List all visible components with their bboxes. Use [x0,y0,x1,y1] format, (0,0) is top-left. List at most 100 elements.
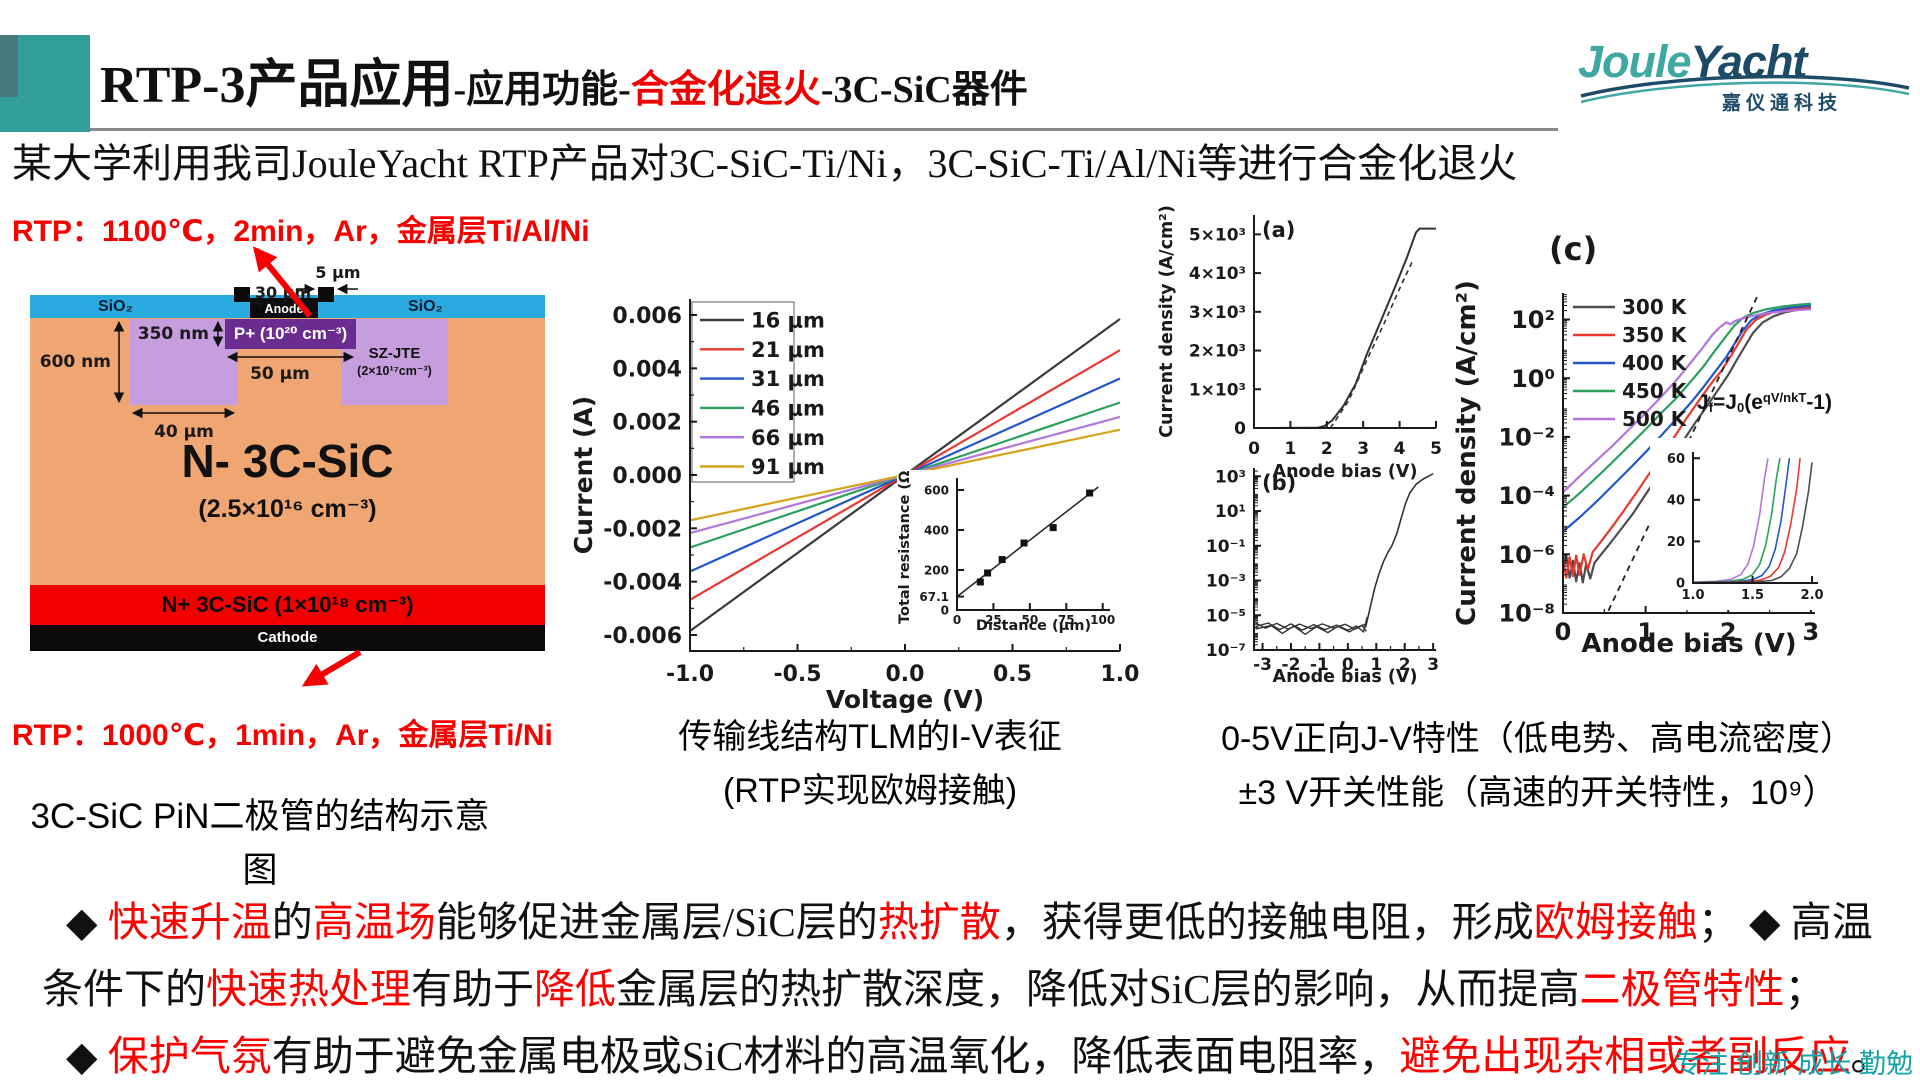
svg-text:1: 1 [1637,618,1654,646]
svg-text:600: 600 [924,483,949,497]
arrow-cathode-to-rtp-bottom [301,649,362,687]
jte-label-doping: (2×10¹⁷cm⁻³) [357,364,432,378]
region-jte-left [130,319,237,405]
jte-label-name: SZ-JTE [368,345,421,362]
svg-text:1.0: 1.0 [1681,588,1704,603]
title-main: RTP-3产品应用 [100,57,454,114]
svg-text:1.0: 1.0 [1101,662,1140,687]
oxide-label-left: SiO₂ [98,298,133,315]
svg-text:Anode bias (V): Anode bias (V) [1273,462,1418,482]
svg-text:500 K: 500 K [1622,407,1688,431]
svg-text:450 K: 450 K [1622,379,1688,403]
svg-text:(a): (a) [1262,218,1295,242]
svg-text:10⁰: 10⁰ [1511,365,1555,393]
svg-text:3: 3 [1357,439,1369,459]
svg-text:0.006: 0.006 [612,304,682,329]
svg-text:60: 60 [1667,452,1685,467]
jv-chart-c-inset: 1.0 1.5 2.0 0 20 40 60 [1650,438,1890,610]
title-tail: -3C-SiC器件 [820,69,1028,111]
caption-diagram: 3C-SiC PiN二极管的结构示意图 [30,797,490,890]
jv-chart-c: 300 K 350 K 400 K 450 K 500 K 0 1 2 3 10² 10⁰ 10⁻² 1… [1452,230,1820,659]
logo: JouleYacht [1578,36,1808,88]
svg-text:400: 400 [924,523,949,537]
svg-text:10²: 10² [1511,306,1555,334]
svg-text:0: 0 [953,613,961,627]
svg-text:25: 25 [985,613,1002,627]
svg-text:3: 3 [1427,655,1439,675]
body-doping: (2.5×10¹⁶ cm⁻³) [198,495,377,523]
company-motto: 专注 创新 成长 勤勉 [1674,1049,1913,1079]
svg-text:Current density (A/cm²): Current density (A/cm²) [1157,205,1177,438]
svg-text:Total resistance (Ω): Total resistance (Ω) [897,470,913,624]
svg-text:10⁻⁵: 10⁻⁵ [1206,606,1246,626]
svg-text:31 μm: 31 μm [751,367,825,391]
header-divider [90,128,1558,131]
bullet-line-1: ◆ 快速升温的高温场能够促进金属层/SiC层的热扩散，获得更低的接触电阻，形成欧… [66,899,1873,945]
svg-text:-2: -2 [1282,655,1301,675]
cathode-contact: Cathode [30,625,545,651]
logo-subtitle: 嘉仪通科技 [1722,93,1843,114]
svg-text:5: 5 [1430,439,1442,459]
jv-chart-b: -3 -2 -1 0 1 2 3 10³ 10¹ 10⁻¹ 10⁻³ 10⁻⁵ 10⁻⁷ Anode bi… [1206,467,1439,687]
svg-text:2.0: 2.0 [1801,588,1824,603]
svg-text:20: 20 [1667,535,1685,550]
svg-text:1.5: 1.5 [1741,588,1764,603]
svg-text:0: 0 [1342,655,1354,675]
svg-text:10⁻³: 10⁻³ [1206,572,1246,592]
logo-joule: Joule [1578,36,1692,87]
logo-yacht: Yacht [1690,36,1808,87]
title-highlight: 合金化退火 [630,69,821,111]
anode-contact: Anode [250,298,318,318]
svg-text:100: 100 [1090,613,1115,627]
svg-text:Anode bias (V): Anode bias (V) [1581,629,1796,659]
region-p-plus: P+ (10²⁰ cm⁻³) [225,319,356,349]
svg-text:5×10³: 5×10³ [1189,225,1246,245]
svg-text:350 K: 350 K [1622,323,1688,347]
svg-text:(c): (c) [1549,230,1597,268]
title-mid: -应用功能- [453,69,631,111]
svg-text:Distance (μm): Distance (μm) [976,618,1091,634]
caption-jv: 0-5V正向J-V特性（低电势、高电流密度） ±3 V开关性能（高速的开关特性，… [1155,712,1920,820]
svg-text:1: 1 [1284,439,1296,459]
svg-text:Voltage (V): Voltage (V) [826,685,984,714]
svg-text:-0.5: -0.5 [773,662,821,687]
page-title: RTP-3产品应用-应用功能-合金化退火-3C-SiC器件 [100,42,1028,117]
svg-text:Current density (A/cm²): Current density (A/cm²) [1452,280,1482,626]
svg-text:0.0: 0.0 [886,662,925,687]
svg-text:50: 50 [1022,613,1039,627]
svg-text:2×10³: 2×10³ [1189,342,1246,362]
svg-text:-0.006: -0.006 [603,624,682,649]
svg-text:66 μm: 66 μm [751,426,825,450]
svg-text:10⁻⁴: 10⁻⁴ [1498,482,1555,510]
svg-text:200: 200 [924,563,949,577]
svg-text:2: 2 [1720,618,1737,646]
svg-text:21 μm: 21 μm [751,338,825,362]
svg-text:-3: -3 [1253,655,1272,675]
svg-text:0.000: 0.000 [612,464,682,489]
svg-text:3×10³: 3×10³ [1189,303,1246,323]
jv-chart-a: 0 1 2 3 4 5 0 1×10³ 2×10³ 3×10³ 4×10³ 5×10³ Anode bi… [1157,205,1442,482]
svg-text:300 K: 300 K [1622,295,1688,319]
svg-text:91 μm: 91 μm [751,455,825,479]
caption-jv-line2: ±3 V开关性能（高速的开关特性，10⁹） [1238,774,1837,812]
oxide-label-right: SiO₂ [408,298,443,315]
svg-text:10⁻⁶: 10⁻⁶ [1498,541,1555,569]
svg-text:0: 0 [1248,439,1260,459]
svg-text:10³: 10³ [1215,467,1246,487]
bullet-line-3: ◆ 保护气氛有助于避免金属电极或SiC材料的高温氧化，降低表面电阻率，避免出现杂… [66,1033,1892,1079]
svg-text:(b): (b) [1262,471,1296,495]
svg-text:1×10³: 1×10³ [1189,380,1246,400]
svg-text:0: 0 [1234,419,1246,439]
svg-text:67.1: 67.1 [919,590,949,604]
svg-text:2: 2 [1321,439,1333,459]
body-name: N- 3C-SiC [181,435,394,487]
svg-text:46 μm: 46 μm [751,396,825,420]
svg-text:400 K: 400 K [1622,351,1688,375]
svg-text:0: 0 [1555,618,1572,646]
diode-equation: Jf=J0(eqV/nkT-1) [1697,390,1832,416]
svg-text:-0.002: -0.002 [603,517,682,542]
svg-text:3: 3 [1803,618,1820,646]
svg-text:40: 40 [1667,494,1685,509]
